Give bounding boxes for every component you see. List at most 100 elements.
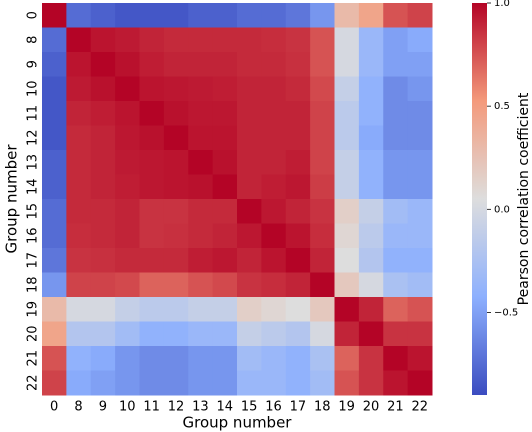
y-tick-label: 15 <box>26 203 41 220</box>
heatmap-cell <box>212 3 238 28</box>
heatmap-cell <box>285 27 311 53</box>
heatmap-cell <box>407 199 433 224</box>
heatmap-cell <box>90 174 116 200</box>
heatmap-cell <box>139 52 165 77</box>
heatmap-cell <box>90 3 116 28</box>
heatmap-cell <box>66 297 92 322</box>
heatmap-cell <box>358 248 384 273</box>
heatmap-cell <box>261 272 287 298</box>
heatmap-cell <box>358 150 384 175</box>
heatmap-cell <box>66 370 92 396</box>
heatmap-cell <box>407 297 433 322</box>
heatmap-cell <box>407 346 433 371</box>
heatmap-cell <box>237 101 262 126</box>
heatmap-cell <box>66 346 92 371</box>
heatmap-cell <box>383 174 409 200</box>
colorbar-tick-label: −0.5 <box>494 307 518 318</box>
heatmap-cell <box>383 199 409 224</box>
x-axis-label: Group number <box>183 414 293 432</box>
heatmap-cell <box>310 76 335 102</box>
x-tick-label: 14 <box>217 400 234 415</box>
heatmap-cell <box>90 321 116 347</box>
heatmap-cell <box>115 346 140 371</box>
heatmap-cell <box>261 76 287 102</box>
heatmap-cell <box>237 125 262 151</box>
heatmap-cell <box>139 297 165 322</box>
heatmap-cell <box>66 27 92 53</box>
heatmap-cell <box>310 125 335 151</box>
colorbar-label: Pearson correlation coefficient <box>516 92 532 305</box>
heatmap-cell <box>285 125 311 151</box>
heatmap-cell <box>310 321 335 347</box>
y-tick-label: 9 <box>26 60 41 68</box>
heatmap-cell <box>42 248 67 273</box>
heatmap-cell <box>115 52 140 77</box>
heatmap-cell <box>285 3 311 28</box>
heatmap-cell <box>285 272 311 298</box>
heatmap-cell <box>66 321 92 347</box>
heatmap-cell <box>212 297 238 322</box>
heatmap-cell <box>115 370 140 396</box>
heatmap-cell <box>212 174 238 200</box>
heatmap-cell <box>163 27 189 53</box>
heatmap-cell <box>383 125 409 151</box>
heatmap-cell <box>407 223 433 249</box>
heatmap-cell <box>139 174 165 200</box>
heatmap-cell <box>383 370 409 396</box>
heatmap-cell <box>237 272 262 298</box>
heatmap-cell <box>66 150 92 175</box>
heatmap-cell <box>42 3 67 28</box>
heatmap-cell <box>237 76 262 102</box>
heatmap-cell <box>42 321 67 347</box>
heatmap-cell <box>90 223 116 249</box>
heatmap-cell <box>358 3 384 28</box>
heatmap-cell <box>285 248 311 273</box>
heatmap-cell <box>310 297 335 322</box>
heatmap-cell <box>42 370 67 396</box>
heatmap-cell <box>237 199 262 224</box>
heatmap-cell <box>261 199 287 224</box>
x-tick-label: 12 <box>168 400 185 415</box>
x-tick-label: 13 <box>192 400 209 415</box>
heatmap-cell <box>90 52 116 77</box>
heatmap-cell <box>90 27 116 53</box>
heatmap-cell <box>163 248 189 273</box>
heatmap-cell <box>358 199 384 224</box>
heatmap-cell <box>358 272 384 298</box>
x-tick-label: 9 <box>99 400 107 415</box>
heatmap-cell <box>188 272 214 298</box>
heatmap-cell <box>66 272 92 298</box>
x-tick-label: 21 <box>387 400 404 415</box>
heatmap-cell <box>261 248 287 273</box>
heatmap-cell <box>237 223 262 249</box>
heatmap-cell <box>261 150 287 175</box>
heatmap-cell <box>334 248 360 273</box>
heatmap-cell <box>90 199 116 224</box>
heatmap-cell <box>188 27 214 53</box>
heatmap-cell <box>188 321 214 347</box>
heatmap-cell <box>115 297 140 322</box>
heatmap-cell <box>310 223 335 249</box>
heatmap-cell <box>285 101 311 126</box>
heatmap-cell <box>383 321 409 347</box>
heatmap-cell <box>115 150 140 175</box>
x-tick-label: 16 <box>265 400 282 415</box>
heatmap-cell <box>212 52 238 77</box>
heatmap-cell <box>115 272 140 298</box>
heatmap-cell <box>358 27 384 53</box>
heatmap-cell <box>188 199 214 224</box>
y-tick-label: 21 <box>26 350 41 367</box>
heatmap-cell <box>42 199 67 224</box>
y-tick-label: 11 <box>26 105 41 122</box>
heatmap-cell <box>139 346 165 371</box>
heatmap-cell <box>310 199 335 224</box>
heatmap-cell <box>358 174 384 200</box>
heatmap-cell <box>237 321 262 347</box>
heatmap-cell <box>358 297 384 322</box>
heatmap-cell <box>42 76 67 102</box>
heatmap-cell <box>66 174 92 200</box>
heatmap-cell <box>212 272 238 298</box>
x-tick-label: 0 <box>50 400 58 415</box>
heatmap-cell <box>90 101 116 126</box>
heatmap-cell <box>115 174 140 200</box>
